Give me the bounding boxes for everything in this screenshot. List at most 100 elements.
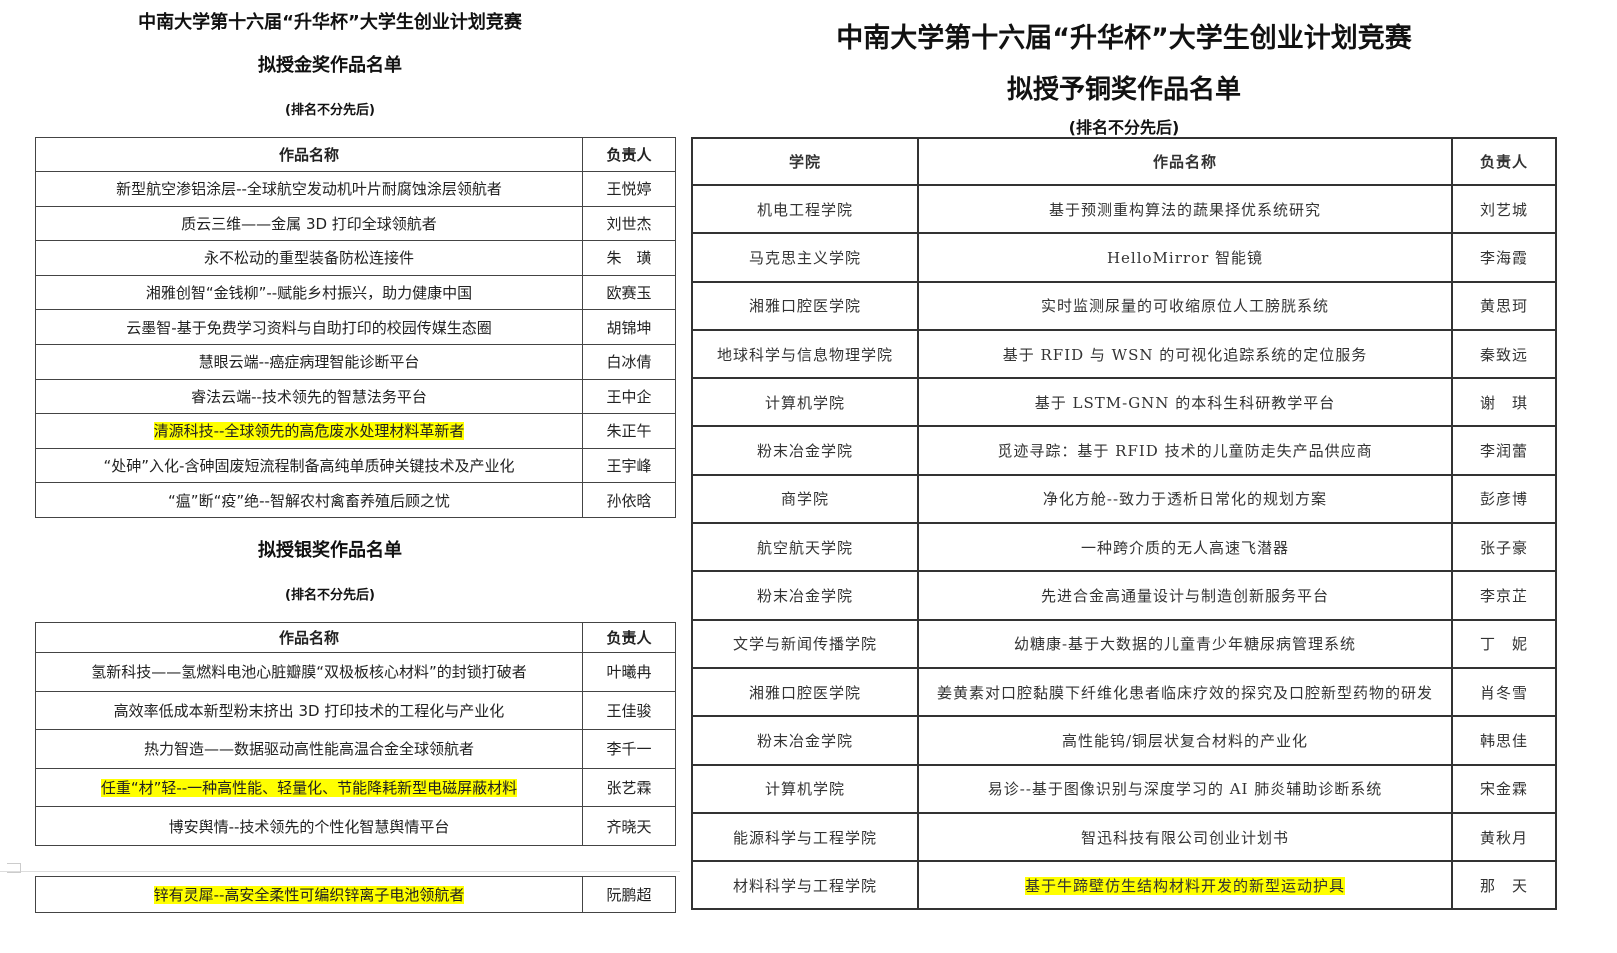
cell-lead: 王宇峰 <box>582 447 676 484</box>
project-lead: 阮鹏超 <box>582 876 676 913</box>
project-name: 基于 RFID 与 WSN 的可视化追踪系统的定位服务 <box>1002 345 1368 364</box>
silver-note: (排名不分先后) <box>285 588 375 603</box>
cell-lead: 谢 琪 <box>1451 377 1557 428</box>
cell-lead: 李京芷 <box>1451 570 1557 621</box>
cell-lead: 张艺霖 <box>582 767 676 808</box>
cell-college: 粉末冶金学院 <box>691 715 919 766</box>
project-lead: 张子豪 <box>1479 538 1528 557</box>
cell-name: 高性能钨/铜层状复合材料的产业化 <box>917 715 1453 766</box>
project-lead: 王中企 <box>606 387 652 406</box>
cell-lead: 丁 妮 <box>1451 618 1557 669</box>
column-header: 学院 <box>691 137 919 186</box>
cell-name: 基于预测重构算法的蔬果择优系统研究 <box>917 183 1453 235</box>
project-name: 新型航空渗铝涂层--全球航空发动机叶片耐腐蚀涂层领航者 <box>116 180 502 199</box>
cell-name: 易诊--基于图像识别与深度学习的 AI 肺炎辅助诊断系统 <box>917 763 1453 814</box>
cell-lead: 王悦婷 <box>582 171 676 207</box>
project-lead: 孙依晗 <box>606 491 652 510</box>
cell-lead: 李润蕾 <box>1451 425 1557 476</box>
cell-college: 马克思主义学院 <box>691 232 919 283</box>
left-title: 中南大学第十六届“升华杯”大学生创业计划竞赛 <box>138 12 522 33</box>
project-name: 热力智造——数据驱动高性能高温合金全球领航者 <box>143 740 474 759</box>
cell-name: HelloMirror 智能镜 <box>917 232 1453 283</box>
project-name: “处砷”入化-含砷固废短流程制备高纯单质砷关键技术及产业化 <box>103 457 515 476</box>
project-college: 机电工程学院 <box>756 200 853 219</box>
table-row: 机电工程学院 基于预测重构算法的蔬果择优系统研究 刘艺城 <box>691 183 1557 235</box>
cell-college: 湘雅口腔医学院 <box>691 280 919 331</box>
project-name: 锌有灵犀--高安全柔性可编织锌离子电池领航者 <box>153 886 465 904</box>
right-note: (排名不分先后) <box>1068 118 1180 137</box>
cell-lead: 彭彦博 <box>1451 473 1557 525</box>
cell-name: 博安舆情--技术领先的个性化智慧舆情平台 <box>35 806 583 846</box>
project-lead: 朱正午 <box>606 422 652 441</box>
cell-name: “瘟”断“疫”绝--智解农村禽畜养殖后顾之忧 <box>35 482 583 518</box>
project-lead: 欧赛玉 <box>606 284 652 303</box>
project-name: 湘雅创智“金钱柳”--赋能乡村振兴，助力健康中国 <box>145 284 473 303</box>
table-row: 睿法云端--技术领先的智慧法务平台 王中企 <box>35 378 676 415</box>
table-row: 湘雅口腔医学院 姜黄素对口腔黏膜下纤维化患者临床疗效的探究及口腔新型药物的研发 肖冬… <box>691 666 1557 718</box>
cell-name: 幼糖康-基于大数据的儿童青少年糖尿病管理系统 <box>917 618 1453 669</box>
project-lead: 那 天 <box>1479 876 1528 895</box>
cell-name: 基于牛蹄壁仿生结构材料开发的新型运动护具 <box>917 860 1453 911</box>
column-header: 作品名称 <box>35 622 583 653</box>
project-name: 智迅科技有限公司创业计划书 <box>1080 828 1289 847</box>
table-row: 湘雅口腔医学院 实时监测尿量的可收缩原位人工膀胱系统 黄思珂 <box>691 280 1557 331</box>
table-row: 氢新科技——氢燃料电池心脏瓣膜“双极板核心材料”的封锁打破者 叶曦冉 <box>35 652 676 692</box>
project-college: 粉末冶金学院 <box>756 587 853 606</box>
project-name: 觅迹寻踪：基于 RFID 技术的儿童防走失产品供应商 <box>997 442 1373 461</box>
cell-college: 材料科学与工程学院 <box>691 860 919 911</box>
cell-lead: 那 天 <box>1451 860 1557 911</box>
column-header: 作品名称 <box>917 137 1453 186</box>
table-header-row: 学院 作品名称 负责人 <box>691 137 1557 186</box>
table-row: 云墨智-基于免费学习资料与自助打印的校园传媒生态圈 胡锦坤 <box>35 309 676 345</box>
project-lead: 秦致远 <box>1479 345 1528 364</box>
project-lead: 丁 妮 <box>1479 635 1528 654</box>
project-name: 高性能钨/铜层状复合材料的产业化 <box>1061 731 1309 750</box>
cell-lead: 朱正午 <box>582 413 676 449</box>
cell-name: 一种跨介质的无人高速飞潜器 <box>917 522 1453 573</box>
silver-table: 作品名称 负责人氢新科技——氢燃料电池心脏瓣膜“双极板核心材料”的封锁打破者 叶曦冉… <box>35 622 676 846</box>
cell-lead: 孙依晗 <box>582 482 676 518</box>
project-name: 基于预测重构算法的蔬果择优系统研究 <box>1048 200 1321 219</box>
cell-college: 粉末冶金学院 <box>691 570 919 621</box>
cell-lead: 白冰倩 <box>582 343 676 380</box>
cell-college: 地球科学与信息物理学院 <box>691 328 919 380</box>
project-name: 质云三维——金属 3D 打印全球领航者 <box>181 214 437 233</box>
cell-name: 实时监测尿量的可收缩原位人工膀胱系统 <box>917 280 1453 331</box>
cell-lead: 秦致远 <box>1451 328 1557 380</box>
project-name: “瘟”断“疫”绝--智解农村禽畜养殖后顾之忧 <box>168 491 450 510</box>
cell-college: 粉末冶金学院 <box>691 425 919 476</box>
project-college: 商学院 <box>780 490 829 509</box>
project-lead: 王佳骏 <box>606 701 652 720</box>
cell-lead: 王佳骏 <box>582 690 676 731</box>
project-lead: 黄思珂 <box>1479 297 1528 316</box>
project-name: 基于牛蹄壁仿生结构材料开发的新型运动护具 <box>1024 876 1345 895</box>
cell-lead: 宋金霖 <box>1451 763 1557 814</box>
cell-lead: 李海霞 <box>1451 232 1557 283</box>
table-row: 粉末冶金学院 高性能钨/铜层状复合材料的产业化 韩思佳 <box>691 715 1557 766</box>
table-row: 商学院 净化方舱--致力于透析日常化的规划方案 彭彦博 <box>691 473 1557 525</box>
table-row: 湘雅创智“金钱柳”--赋能乡村振兴，助力健康中国 欧赛玉 <box>35 274 676 311</box>
cell-name: 新型航空渗铝涂层--全球航空发动机叶片耐腐蚀涂层领航者 <box>35 171 583 207</box>
table-row: 文学与新闻传播学院 幼糖康-基于大数据的儿童青少年糖尿病管理系统 丁 妮 <box>691 618 1557 669</box>
cell-college: 湘雅口腔医学院 <box>691 666 919 718</box>
project-name: 先进合金高通量设计与制造创新服务平台 <box>1040 587 1329 606</box>
cell-lead: 张子豪 <box>1451 522 1557 573</box>
cell-name: “处砷”入化-含砷固废短流程制备高纯单质砷关键技术及产业化 <box>35 447 583 484</box>
table-header-row: 作品名称 负责人 <box>35 137 676 172</box>
project-name: 氢新科技——氢燃料电池心脏瓣膜“双极板核心材料”的封锁打破者 <box>91 663 527 682</box>
project-college: 文学与新闻传播学院 <box>732 635 877 654</box>
cell-lead: 李千一 <box>582 729 676 769</box>
cell-name: 高效率低成本新型粉末挤出 3D 打印技术的工程化与产业化 <box>35 690 583 731</box>
cell-name: 云墨智-基于免费学习资料与自助打印的校园传媒生态圈 <box>35 309 583 345</box>
table-row: 新型航空渗铝涂层--全球航空发动机叶片耐腐蚀涂层领航者 王悦婷 <box>35 171 676 207</box>
table-row: 航空航天学院 一种跨介质的无人高速飞潜器 张子豪 <box>691 522 1557 573</box>
project-lead: 张艺霖 <box>606 779 652 798</box>
table-row: “处砷”入化-含砷固废短流程制备高纯单质砷关键技术及产业化 王宇峰 <box>35 447 676 484</box>
page-marker-icon <box>7 863 21 873</box>
cell-lead: 叶曦冉 <box>582 652 676 692</box>
gold-note: (排名不分先后) <box>285 103 375 118</box>
cell-name: 智迅科技有限公司创业计划书 <box>917 811 1453 863</box>
table-header-row: 作品名称 负责人 <box>35 622 676 653</box>
project-name: 基于 LSTM-GNN 的本科生科研教学平台 <box>1034 393 1336 412</box>
project-lead: 齐晓天 <box>606 817 652 836</box>
